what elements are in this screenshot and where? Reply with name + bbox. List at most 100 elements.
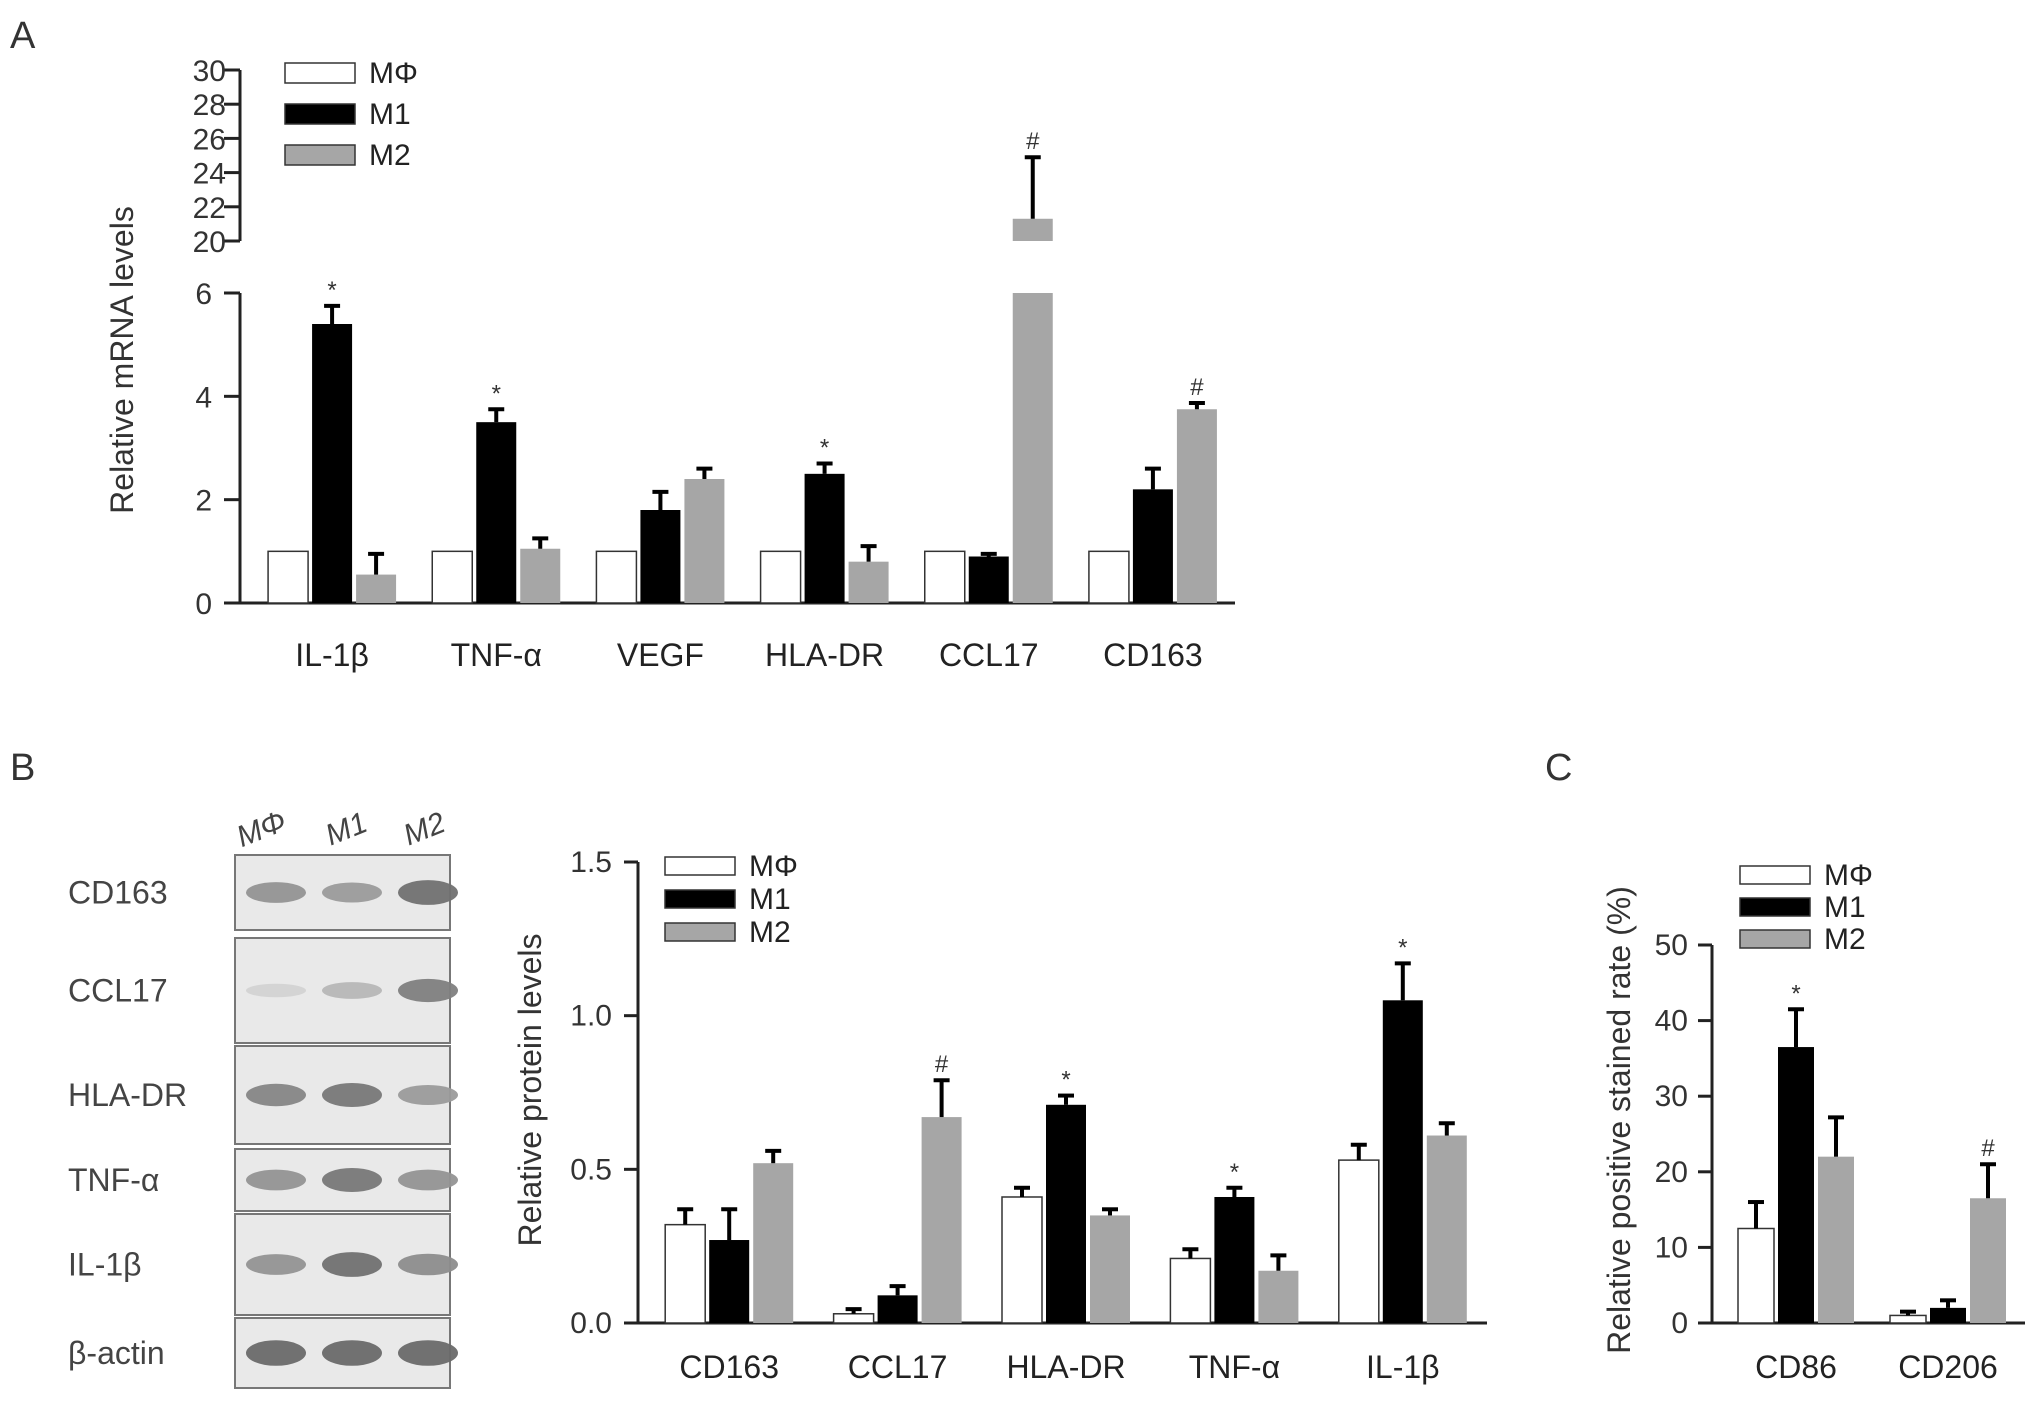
bar-m2-tnf — [520, 548, 561, 603]
y-tick-label-0: 0 — [1671, 1307, 1688, 1340]
y-tick-label-22: 22 — [193, 192, 226, 225]
blot-band-cd163-lane-3 — [398, 880, 458, 905]
bar-m2-hla-dr — [848, 561, 889, 603]
y-tick-label-1-5: 1.5 — [570, 846, 612, 879]
bar-m-tnf — [431, 550, 473, 604]
blot-band-actin-lane-3 — [398, 1340, 458, 1366]
significance-mark-cd86: * — [1791, 980, 1800, 1007]
bar-m-ccl17 — [832, 1313, 875, 1324]
y-tick-label-10: 10 — [1655, 1231, 1688, 1264]
y-tick-label-1-0: 1.0 — [570, 1000, 612, 1033]
blot-band-actin-lane-2 — [322, 1340, 382, 1366]
blot-band-cd163-lane-2 — [322, 882, 382, 903]
blot-band-hla-dr-lane-3 — [398, 1085, 458, 1105]
blot-label-cd163: CD163 — [68, 875, 168, 911]
bar-m-hla-dr — [759, 550, 802, 604]
significance-mark-hla-dr: * — [820, 435, 829, 462]
y-tick-label-40: 40 — [1655, 1005, 1688, 1038]
significance-mark-cd206: # — [1981, 1135, 1995, 1162]
y-tick-label-24: 24 — [193, 158, 226, 191]
legend-swatch-m1 — [664, 889, 736, 909]
blot-band-il-1-lane-3 — [398, 1253, 458, 1276]
bar-m2-ccl17-upper — [1012, 218, 1053, 241]
bar-m1-ccl17 — [968, 556, 1009, 603]
bar-m1-tnf — [1214, 1196, 1255, 1323]
blot-band-ccl17-lane-2 — [322, 982, 382, 999]
x-tick-label-il-1: IL-1β — [1366, 1349, 1440, 1385]
blot-label-tnf: TNF-α — [68, 1162, 159, 1198]
x-tick-label-tnf: TNF-α — [1189, 1349, 1280, 1385]
bar-m1-cd163 — [709, 1240, 750, 1323]
bar-m2-cd86 — [1818, 1156, 1854, 1323]
y-tick-label-20: 20 — [1655, 1156, 1688, 1189]
x-tick-label-ccl17: CCL17 — [939, 637, 1039, 673]
bar-m-il-1 — [267, 550, 309, 604]
significance-mark-tnf: * — [1230, 1159, 1239, 1186]
bar-m-cd206 — [1889, 1314, 1927, 1324]
significance-mark-tnf: * — [492, 380, 501, 407]
significance-mark-cd163: # — [1190, 374, 1204, 401]
legend-label-m2: M2 — [369, 139, 411, 172]
y-tick-label-50: 50 — [1655, 929, 1688, 962]
legend-label-m: MΦ — [369, 57, 418, 90]
x-tick-label-vegf: VEGF — [617, 637, 704, 673]
legend-swatch-m2 — [664, 922, 736, 942]
x-tick-label-hla-dr: HLA-DR — [1006, 1349, 1125, 1385]
blot-band-actin-lane-1 — [246, 1340, 306, 1366]
blot-band-ccl17-lane-1 — [246, 983, 306, 998]
significance-mark-ccl17: # — [935, 1051, 949, 1078]
x-tick-label-hla-dr: HLA-DR — [765, 637, 884, 673]
blot-band-ccl17-lane-3 — [398, 978, 458, 1003]
blot-band-il-1-lane-2 — [322, 1252, 382, 1277]
chart-a-y-axis-title: Relative mRNA levels — [104, 206, 140, 514]
y-tick-label-0: 0 — [195, 588, 212, 621]
blot-lane-label-3: M2 — [399, 806, 450, 852]
bar-m1-cd163 — [1132, 489, 1173, 603]
chart-b-protein-levels: 0.0 0.5 1.0 1.5 CD163 CCL17 HLA-DR TNF-α IL-1β #… — [512, 846, 1487, 1385]
blot-label-ccl17: CCL17 — [68, 973, 168, 1009]
bar-m2-ccl17 — [1012, 293, 1053, 603]
bar-m-hla-dr — [1001, 1196, 1043, 1324]
x-tick-label-cd163: CD163 — [1103, 637, 1203, 673]
bar-m-il-1 — [1338, 1159, 1380, 1324]
bar-m2-cd163 — [753, 1163, 794, 1323]
y-tick-label-2: 2 — [195, 485, 212, 518]
y-tick-label-4: 4 — [195, 381, 212, 414]
blot-band-tnf-lane-3 — [398, 1169, 458, 1191]
legend-swatch-m — [664, 856, 736, 876]
significance-mark-il-1: * — [327, 277, 336, 304]
bar-m1-il-1 — [1382, 1000, 1423, 1323]
chart-b-y-axis-title: Relative protein levels — [512, 933, 548, 1246]
blot-band-hla-dr-lane-2 — [322, 1083, 382, 1107]
bar-m1-vegf — [640, 510, 681, 603]
x-tick-label-cd163: CD163 — [679, 1349, 779, 1385]
legend-label-m1: M1 — [1824, 891, 1866, 924]
blot-band-il-1-lane-1 — [246, 1254, 306, 1275]
x-tick-label-tnf: TNF-α — [451, 637, 542, 673]
y-tick-label-6: 6 — [195, 278, 212, 311]
blot-band-cd163-lane-1 — [246, 882, 306, 903]
bar-m2-hla-dr — [1090, 1215, 1130, 1323]
legend-label-m2: M2 — [749, 916, 791, 949]
bar-m-cd86 — [1737, 1227, 1775, 1324]
blot-label-actin: β-actin — [68, 1335, 165, 1371]
blot-label-hla-dr: HLA-DR — [68, 1077, 187, 1113]
bar-m1-tnf — [476, 422, 517, 603]
bar-m1-cd86 — [1778, 1047, 1814, 1323]
x-tick-label-il-1: IL-1β — [295, 637, 369, 673]
y-tick-label-30: 30 — [1655, 1080, 1688, 1113]
y-tick-label-28: 28 — [193, 89, 226, 122]
bar-m2-il-1 — [1426, 1135, 1467, 1323]
legend-label-m1: M1 — [749, 883, 791, 916]
legend-swatch-m2 — [1739, 929, 1811, 949]
x-tick-label-ccl17: CCL17 — [848, 1349, 948, 1385]
bar-m1-hla-dr — [804, 473, 845, 603]
bar-m2-vegf — [684, 479, 725, 603]
blot-band-tnf-lane-1 — [246, 1169, 306, 1191]
legend-swatch-m1 — [1739, 897, 1811, 917]
bar-m1-il-1 — [312, 324, 353, 603]
chart-a-legend: MΦ M1 M2 — [284, 57, 418, 172]
